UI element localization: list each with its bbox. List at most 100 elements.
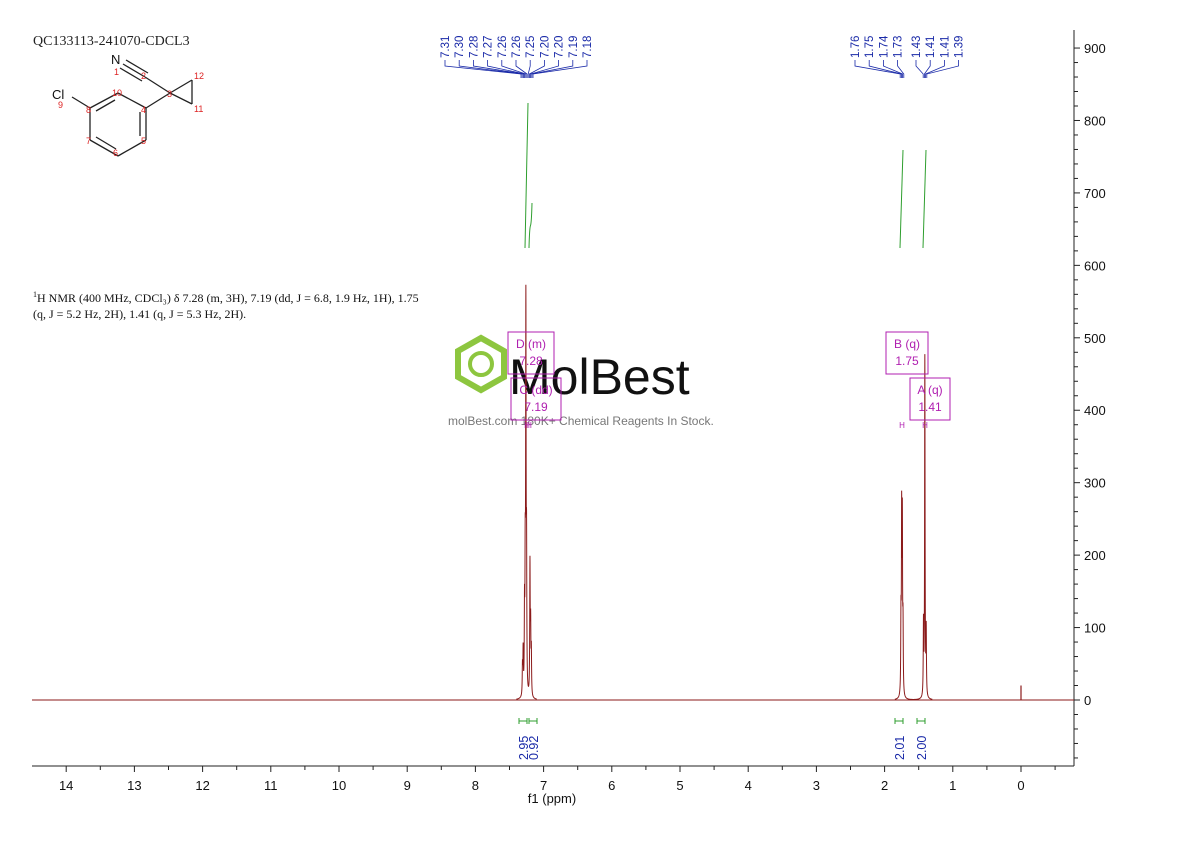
multiplet-label: A (q) bbox=[917, 383, 942, 397]
peak-label: 7.25 bbox=[525, 36, 537, 58]
multiplet-label: C (dd) bbox=[519, 383, 552, 397]
multiplet-h-marker: H bbox=[526, 421, 532, 430]
peak-label-leader bbox=[458, 60, 523, 78]
x-tick-label: 9 bbox=[404, 778, 411, 793]
multiplet-box bbox=[507, 331, 555, 375]
x-tick-label: 13 bbox=[127, 778, 141, 793]
y-axis: 900 800 700 600 500 400 300 200 100 0 bbox=[1073, 30, 1106, 766]
y-tick-label: 800 bbox=[1084, 113, 1106, 128]
peak-label-leader bbox=[924, 60, 931, 78]
peak-label-leader bbox=[925, 60, 945, 78]
multiplet-shift: 1.75 bbox=[895, 354, 919, 368]
x-tick-label: 5 bbox=[676, 778, 683, 793]
y-tick-label: 600 bbox=[1084, 258, 1106, 273]
y-tick-label: 500 bbox=[1084, 331, 1106, 346]
atom-number-2: 2 bbox=[141, 71, 146, 81]
sample-id: QC133113-241070-CDCL3 bbox=[33, 34, 190, 49]
watermark-brand: MolBest bbox=[509, 349, 690, 405]
spectrum-region-aromatic bbox=[516, 284, 537, 700]
peak-label-leader bbox=[444, 60, 522, 78]
spectrum-region-aliphatic bbox=[894, 354, 933, 700]
x-tick-label: 10 bbox=[332, 778, 346, 793]
peak-label-leader bbox=[532, 60, 588, 78]
peak-label-leader bbox=[527, 60, 531, 78]
atom-number-5: 5 bbox=[141, 136, 146, 146]
integral-value: 2.95 bbox=[517, 736, 531, 760]
peak-label-leader bbox=[529, 60, 545, 78]
molecule-atom-labels: N Cl 1 2 3 4 5 6 7 8 9 10 11 12 bbox=[52, 52, 204, 158]
peak-label-leader bbox=[926, 60, 959, 78]
atom-number-3: 3 bbox=[167, 89, 172, 99]
watermark-tagline: molBest.com 180K+ Chemical Reagents In S… bbox=[448, 414, 714, 428]
peak-label-leader bbox=[487, 60, 525, 78]
y-tick-label: 900 bbox=[1084, 41, 1106, 56]
x-tick-label: 0 bbox=[1017, 778, 1024, 793]
atom-number-12: 12 bbox=[194, 71, 204, 81]
integral-curve bbox=[528, 202, 533, 249]
x-tick-label: 11 bbox=[264, 778, 278, 793]
peak-label-leader bbox=[868, 60, 902, 78]
integral-value: 2.00 bbox=[915, 736, 929, 760]
multiplet-h-marker: H bbox=[922, 421, 928, 430]
y-tick-label: 300 bbox=[1084, 476, 1106, 491]
peak-label-leader bbox=[854, 60, 901, 78]
peak-label-leader bbox=[473, 60, 524, 78]
atom-number-1: 1 bbox=[114, 67, 119, 77]
atom-number-7: 7 bbox=[86, 136, 91, 146]
peak-labels: 7.31 7.30 7.28 7.27 7.26 7.26 7.25 7.20 7.20 7.19… bbox=[440, 35, 966, 78]
y-tick-label: 200 bbox=[1084, 548, 1106, 563]
peak-label: 1.76 bbox=[850, 36, 862, 58]
x-tick-label: 7 bbox=[540, 778, 547, 793]
atom-number-10: 10 bbox=[112, 88, 122, 98]
peak-label-leader bbox=[515, 60, 528, 78]
peak-label: 7.26 bbox=[511, 36, 523, 58]
peak-label: 7.20 bbox=[539, 36, 551, 58]
molecule-structure bbox=[71, 59, 193, 157]
multiplet-shift: 7.28 bbox=[519, 354, 543, 368]
peak-label: 1.41 bbox=[925, 36, 937, 58]
multiplet-box bbox=[510, 377, 562, 421]
multiplet-h-marker: H bbox=[524, 421, 530, 430]
peak-label-leader bbox=[531, 60, 574, 78]
peak-label: 7.26 bbox=[497, 36, 509, 58]
multiplet-label: D (m) bbox=[516, 337, 546, 351]
x-tick-label: 14 bbox=[59, 778, 73, 793]
atom-number-8: 8 bbox=[86, 105, 91, 115]
atom-Cl: Cl bbox=[52, 87, 64, 102]
integral-curve bbox=[899, 149, 904, 249]
y-tick-label: 400 bbox=[1084, 403, 1106, 418]
y-tick-label: 700 bbox=[1084, 186, 1106, 201]
x-tick-label: 2 bbox=[881, 778, 888, 793]
peak-label-leader bbox=[501, 60, 527, 78]
x-tick-label: 3 bbox=[813, 778, 820, 793]
atom-number-11: 11 bbox=[194, 104, 203, 114]
peak-label: 1.73 bbox=[893, 36, 905, 58]
peak-label: 7.28 bbox=[468, 36, 480, 58]
spectrum-trace bbox=[32, 284, 1074, 701]
peak-label: 7.20 bbox=[554, 36, 566, 58]
atom-number-6: 6 bbox=[113, 148, 118, 158]
peak-label: 1.43 bbox=[911, 36, 923, 58]
peak-label: 7.18 bbox=[582, 36, 594, 58]
peak-label: 1.74 bbox=[878, 35, 890, 58]
peak-label: 7.27 bbox=[483, 36, 495, 58]
nmr-description-line-2: (q, J = 5.2 Hz, 2H), 1.41 (q, J = 5.3 Hz… bbox=[33, 307, 247, 321]
x-tick-label: 6 bbox=[608, 778, 615, 793]
multiplet-box bbox=[909, 377, 951, 421]
peak-label: 1.75 bbox=[864, 36, 876, 58]
multiplet-label: B (q) bbox=[894, 337, 920, 351]
x-axis: 14 13 12 11 10 9 8 7 6 5 4 3 2 1 0 f1 (ppm) bbox=[32, 765, 1074, 806]
watermark: MolBest molBest.com 180K+ Chemical Reage… bbox=[448, 334, 714, 428]
atom-number-4: 4 bbox=[141, 105, 146, 115]
x-tick-label: 4 bbox=[745, 778, 752, 793]
atom-number-9: 9 bbox=[58, 100, 63, 110]
multiplet-h-marker: H bbox=[899, 421, 905, 430]
multiplet-annotations: D (m) 7.28 H C (dd) 7.19 H B (q) 1.75 H A (q) 1.41… bbox=[507, 331, 951, 430]
molbest-logo-icon bbox=[455, 334, 507, 394]
integral-curve bbox=[524, 102, 529, 249]
atom-N: N bbox=[111, 52, 120, 67]
multiplet-shift: 7.19 bbox=[524, 400, 548, 414]
integral-curve bbox=[922, 149, 927, 249]
multiplet-box bbox=[885, 331, 929, 375]
